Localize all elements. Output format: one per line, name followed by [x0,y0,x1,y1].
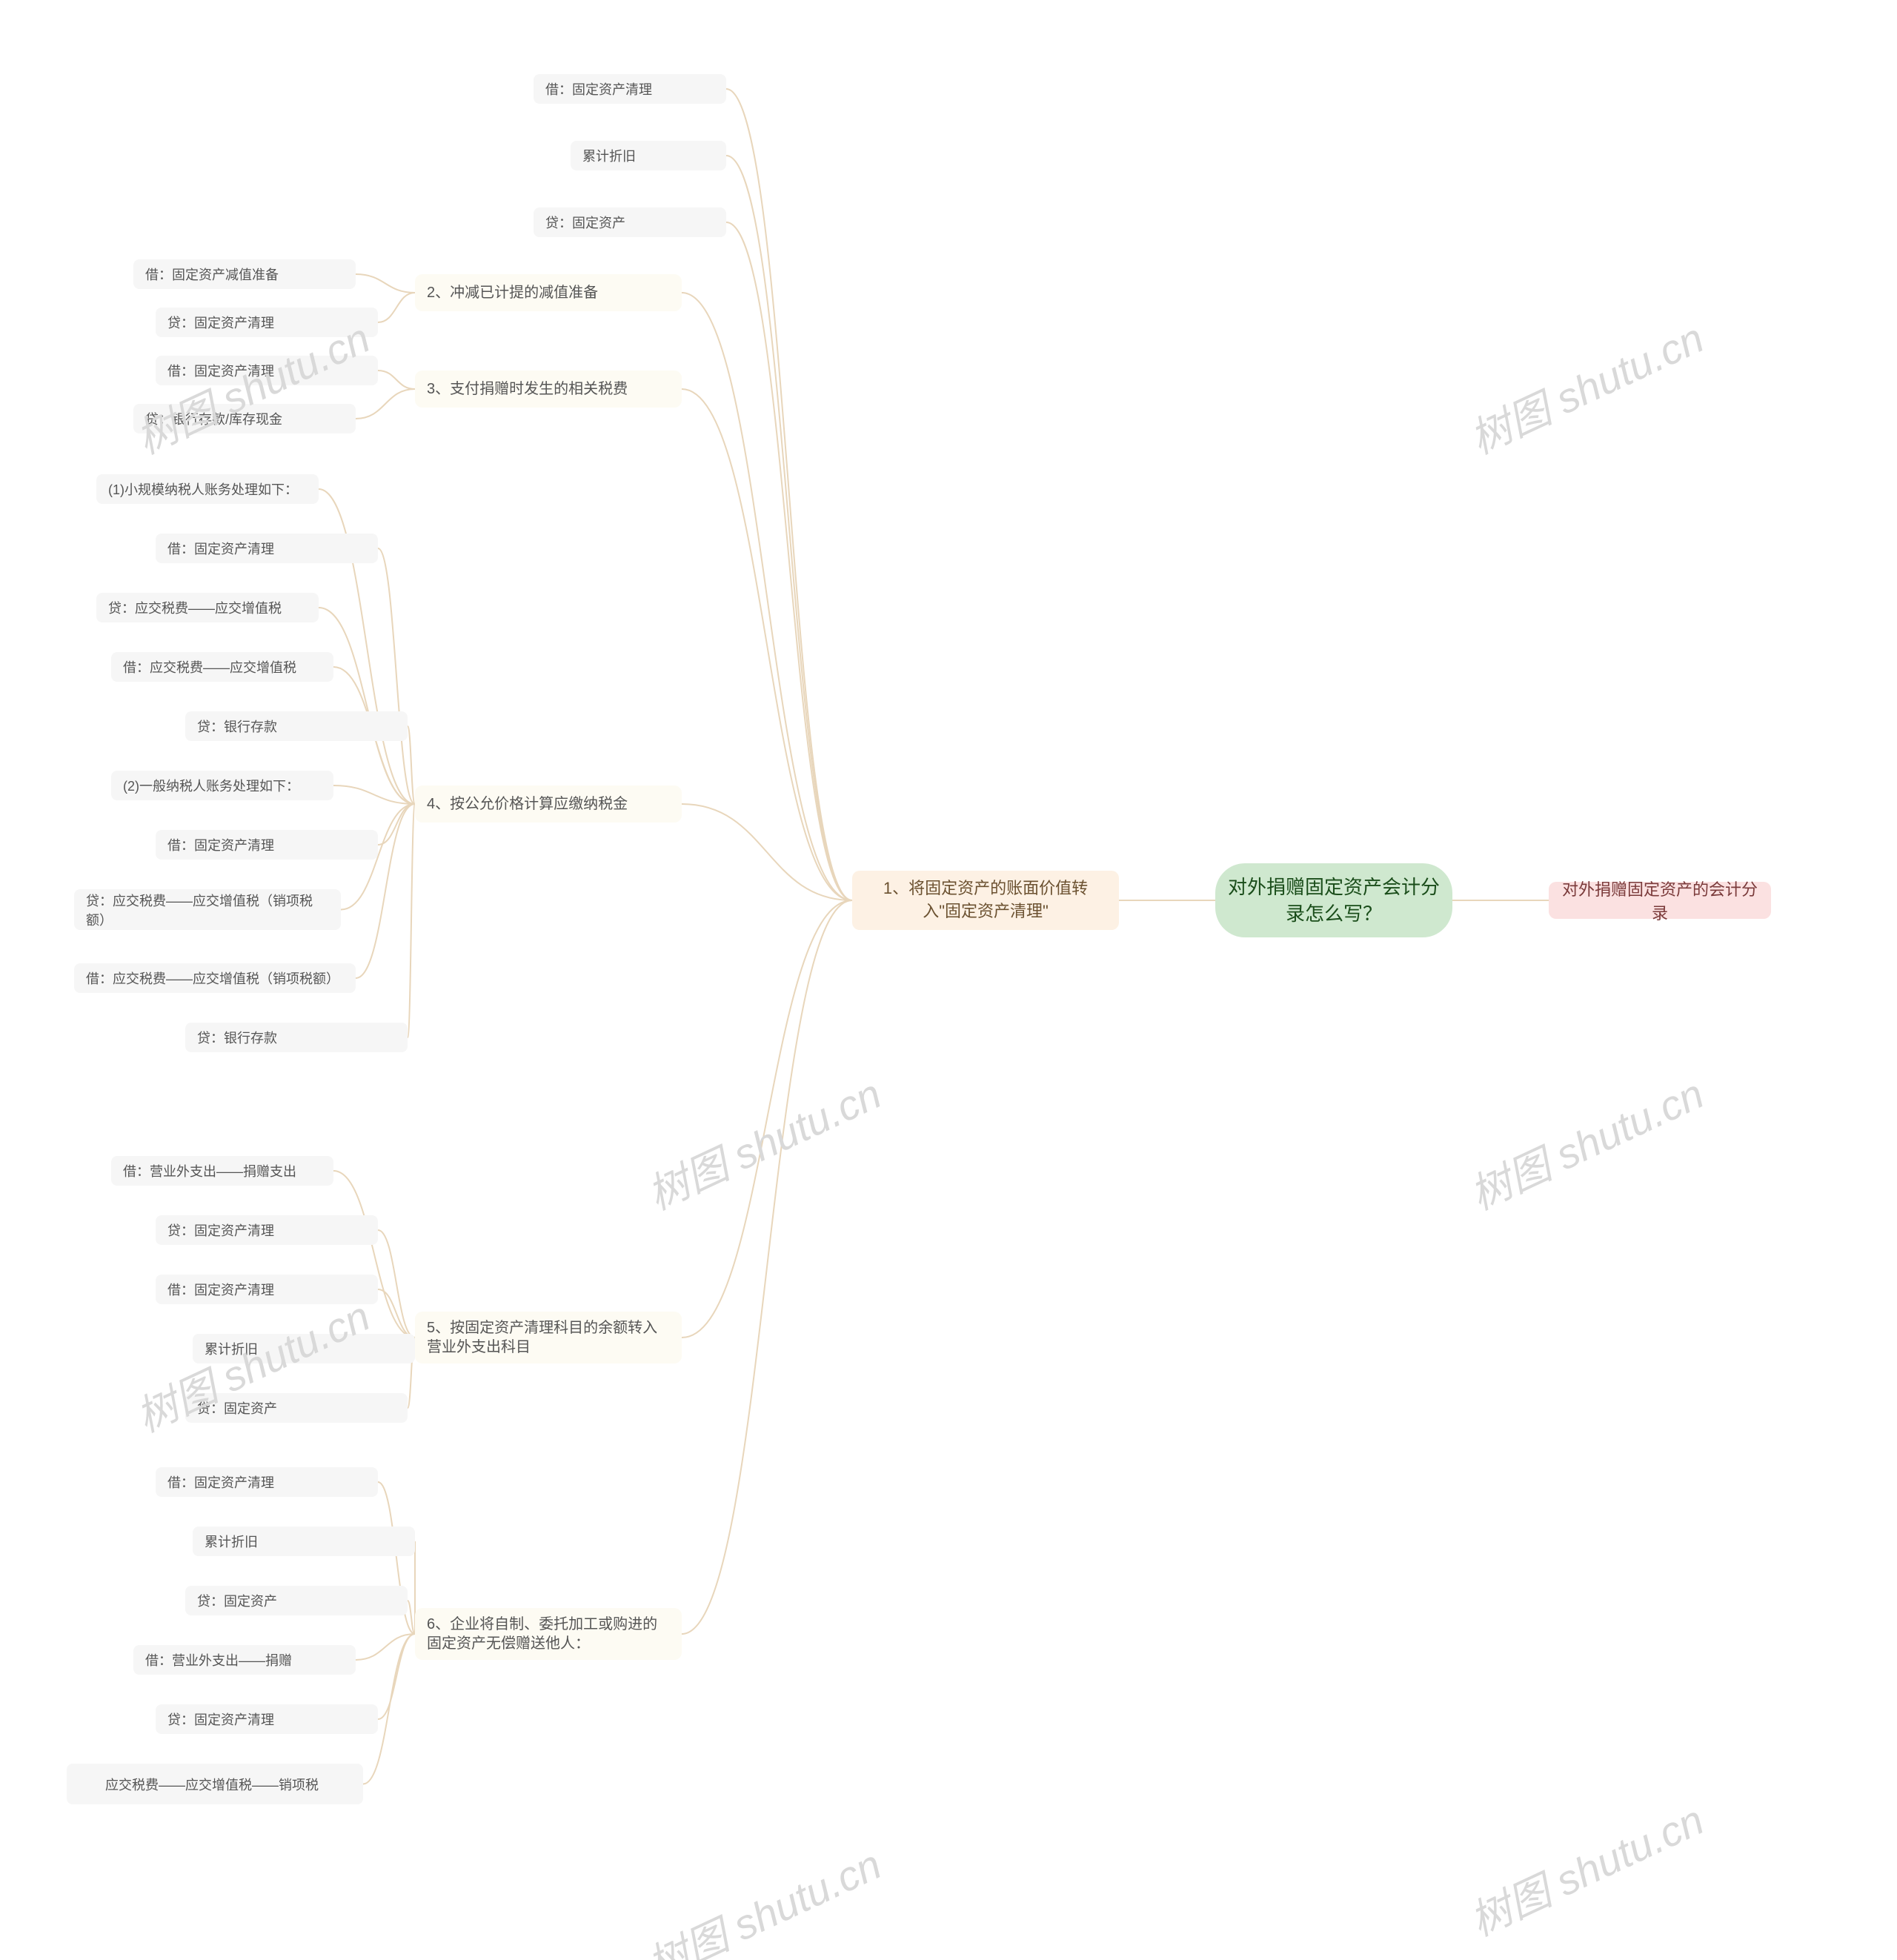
leaf-14-label: 借：营业外支出——捐赠支出 [123,1161,296,1180]
right-branch-label: 对外捐赠固定资产的会计分录 [1561,877,1759,924]
leaf-8-label: 贷：银行存款 [197,717,277,736]
leaf-23: 贷：固定资产清理 [156,1704,378,1734]
l2-n6-label: 6、企业将自制、委托加工或购进的固定资产无偿赠送他人： [427,1615,670,1653]
leaf-0-label: 借：固定资产减值准备 [145,265,279,284]
l2-n1b-label: 累计折旧 [582,146,636,165]
leaf-7: 借：应交税费——应交增值税 [111,652,333,682]
leaf-6-label: 贷：应交税费——应交增值税 [108,598,282,617]
leaf-13-label: 贷：银行存款 [197,1028,277,1047]
leaf-21: 贷：固定资产 [185,1586,408,1615]
leaf-15: 贷：固定资产清理 [156,1215,378,1245]
l2-n1-label: 借：固定资产清理 [545,79,652,99]
watermark-3: 树图 shutu.cn [1459,1061,1712,1222]
watermark-2: 树图 shutu.cn [637,1061,890,1222]
leaf-11: 贷：应交税费——应交增值税（销项税额） [74,889,341,930]
leaf-22: 借：营业外支出——捐赠 [133,1645,356,1675]
left-l1-label: 1、将固定资产的账面价值转入"固定资产清理" [864,877,1107,923]
leaf-16-label: 借：固定资产清理 [167,1280,274,1299]
leaf-1: 贷：固定资产清理 [156,308,378,337]
leaf-14: 借：营业外支出——捐赠支出 [111,1156,333,1186]
l2-n3: 3、支付捐赠时发生的相关税费 [415,371,682,408]
leaf-12-label: 借：应交税费——应交增值税（销项税额） [86,969,339,988]
leaf-10-label: 借：固定资产清理 [167,835,274,854]
l2-n1c-label: 贷：固定资产 [545,213,625,232]
leaf-15-label: 贷：固定资产清理 [167,1220,274,1240]
watermark-1: 树图 shutu.cn [1459,305,1712,466]
l2-n2-label: 2、冲减已计提的减值准备 [427,283,598,302]
leaf-0: 借：固定资产减值准备 [133,259,356,289]
leaf-4-label: (1)小规模纳税人账务处理如下： [108,479,298,499]
leaf-22-label: 借：营业外支出——捐赠 [145,1650,292,1670]
l2-n1: 借：固定资产清理 [534,74,726,104]
l2-n3-label: 3、支付捐赠时发生的相关税费 [427,379,628,399]
leaf-5: 借：固定资产清理 [156,534,378,563]
leaf-9-label: (2)一般纳税人账务处理如下： [123,776,299,795]
l2-n1c: 贷：固定资产 [534,207,726,237]
leaf-5-label: 借：固定资产清理 [167,539,274,558]
watermark-5: 树图 shutu.cn [637,1832,890,1960]
leaf-18-label: 贷：固定资产 [197,1398,277,1418]
leaf-6: 贷：应交税费——应交增值税 [96,593,319,622]
leaf-24: 应交税费——应交增值税——销项税 [67,1764,363,1804]
right-branch: 对外捐赠固定资产的会计分录 [1549,882,1771,919]
l2-n4: 4、按公允价格计算应缴纳税金 [415,785,682,823]
leaf-19: 借：固定资产清理 [156,1467,378,1497]
leaf-16: 借：固定资产清理 [156,1275,378,1304]
leaf-2-label: 借：固定资产清理 [167,361,274,380]
root-node-label: 对外捐赠固定资产会计分录怎么写？ [1227,874,1441,928]
leaf-17: 累计折旧 [193,1334,415,1363]
leaf-12: 借：应交税费——应交增值税（销项税额） [74,963,356,993]
l2-n5-label: 5、按固定资产清理科目的余额转入营业外支出科目 [427,1318,670,1357]
leaf-24-label: 应交税费——应交增值税——销项税 [79,1775,319,1794]
l2-n2: 2、冲减已计提的减值准备 [415,274,682,311]
leaf-10: 借：固定资产清理 [156,830,378,860]
leaf-7-label: 借：应交税费——应交增值税 [123,657,296,677]
leaf-3-label: 贷：银行存款/库存现金 [145,409,282,428]
leaf-18: 贷：固定资产 [185,1393,408,1423]
leaf-20-label: 累计折旧 [205,1532,258,1551]
l2-n4-label: 4、按公允价格计算应缴纳税金 [427,794,628,814]
leaf-13: 贷：银行存款 [185,1023,408,1052]
root-node: 对外捐赠固定资产会计分录怎么写？ [1215,863,1452,937]
leaf-17-label: 累计折旧 [205,1339,258,1358]
mindmap-canvas: 对外捐赠固定资产会计分录怎么写？ 对外捐赠固定资产的会计分录 1、将固定资产的账面价… [0,0,1897,1960]
leaf-3: 贷：银行存款/库存现金 [133,404,356,433]
leaf-19-label: 借：固定资产清理 [167,1472,274,1492]
left-l1: 1、将固定资产的账面价值转入"固定资产清理" [852,871,1119,930]
leaf-8: 贷：银行存款 [185,711,408,741]
leaf-1-label: 贷：固定资产清理 [167,313,274,332]
leaf-2: 借：固定资产清理 [156,356,378,385]
leaf-11-label: 贷：应交税费——应交增值税（销项税额） [86,891,329,929]
leaf-4: (1)小规模纳税人账务处理如下： [96,474,319,504]
l2-n1b: 累计折旧 [571,141,726,170]
leaf-9: (2)一般纳税人账务处理如下： [111,771,333,800]
l2-n5: 5、按固定资产清理科目的余额转入营业外支出科目 [415,1312,682,1363]
leaf-21-label: 贷：固定资产 [197,1591,277,1610]
watermark-6: 树图 shutu.cn [1459,1787,1712,1948]
leaf-23-label: 贷：固定资产清理 [167,1710,274,1729]
leaf-20: 累计折旧 [193,1527,415,1556]
l2-n6: 6、企业将自制、委托加工或购进的固定资产无偿赠送他人： [415,1608,682,1660]
